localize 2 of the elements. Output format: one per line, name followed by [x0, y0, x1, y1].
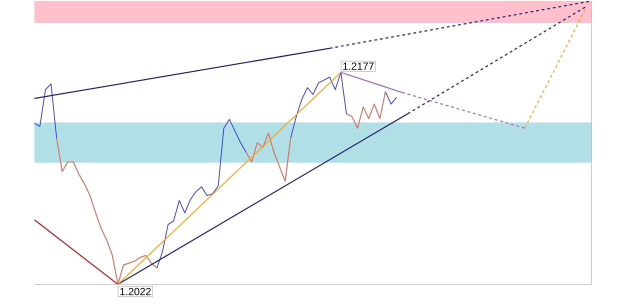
text: 1.2022 — [120, 288, 151, 296]
annotation: 1.2177 — [343, 62, 374, 70]
